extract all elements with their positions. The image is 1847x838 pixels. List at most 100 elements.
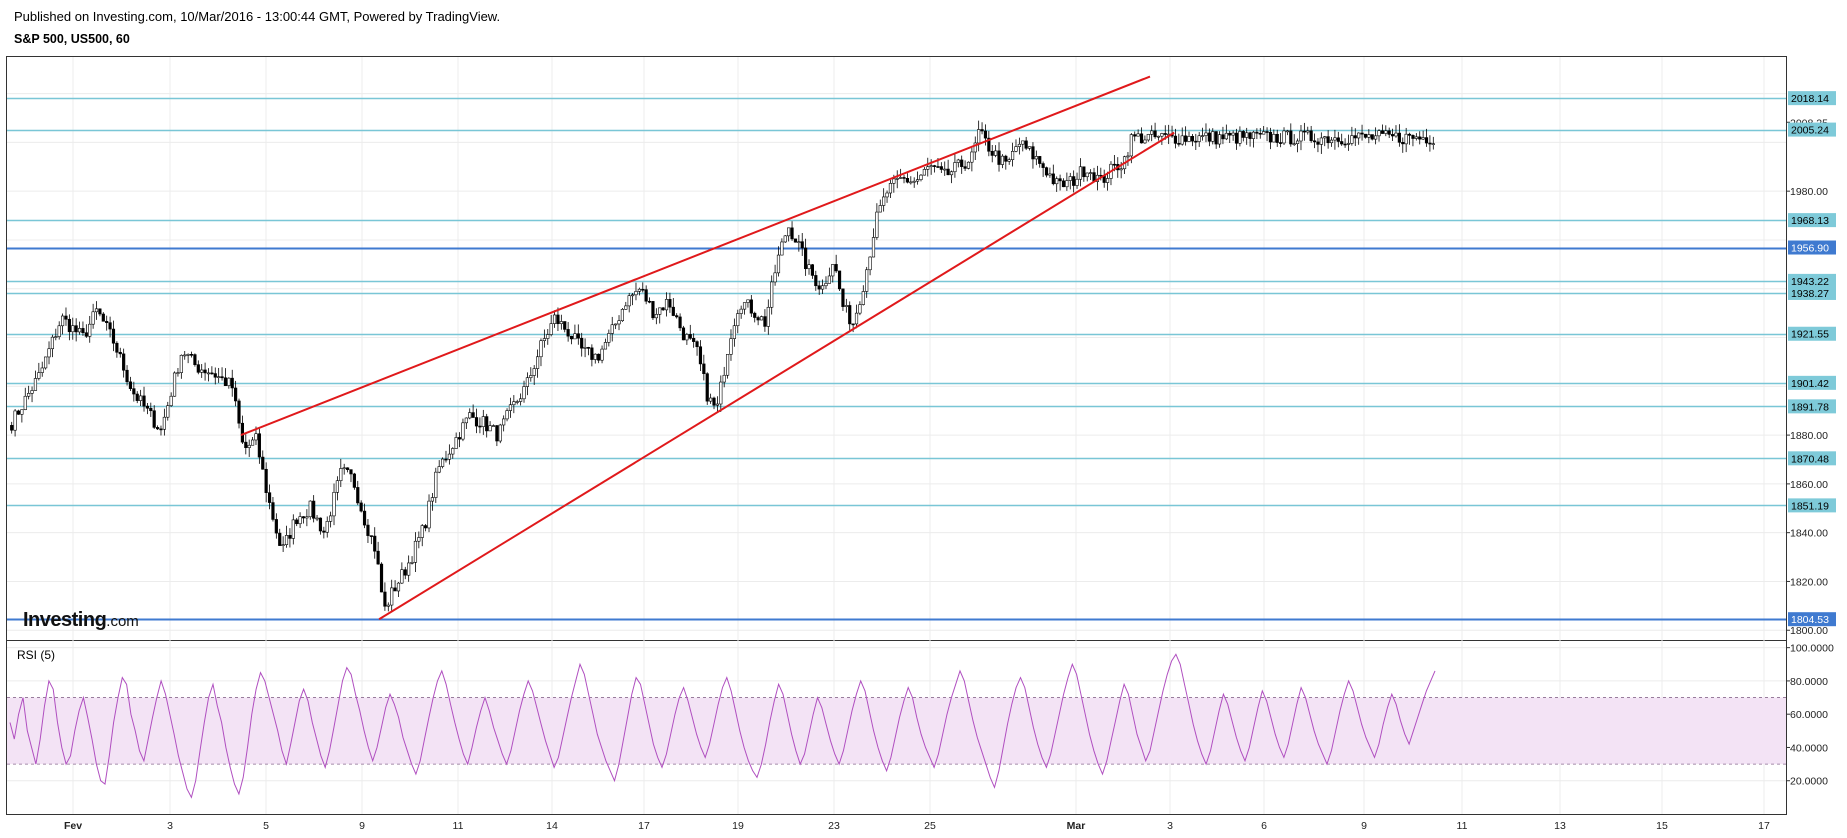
y-axis-ticks: 2008.251980.001880.001860.001840.001820.…	[1786, 117, 1828, 637]
candle	[817, 280, 821, 295]
candle	[295, 517, 299, 527]
candle	[84, 324, 88, 338]
candle	[1014, 139, 1018, 153]
x-tick-label: 9	[359, 820, 365, 832]
candle	[139, 389, 143, 407]
candle	[641, 282, 645, 293]
candle	[563, 321, 567, 333]
candle	[474, 408, 479, 434]
rsi-axis-ticks: 100.0000 80.0000 60.0000 40.0000 20.0000	[1786, 643, 1834, 788]
candle	[895, 170, 899, 189]
candle	[54, 328, 58, 341]
candle	[471, 404, 475, 418]
candle	[1092, 167, 1096, 182]
candle	[234, 380, 238, 407]
svg-text:2005.24: 2005.24	[1791, 125, 1829, 137]
candle	[271, 497, 275, 522]
candle	[437, 460, 441, 474]
svg-text:1804.53: 1804.53	[1791, 614, 1829, 626]
candle	[206, 368, 211, 382]
published-note: Published on Investing.com, 10/Mar/2016 …	[14, 9, 501, 24]
candle	[1404, 127, 1408, 153]
candle	[393, 580, 397, 592]
candle	[797, 234, 801, 252]
candle	[291, 514, 295, 545]
candle	[1041, 161, 1045, 177]
candle	[994, 145, 998, 158]
candle	[766, 299, 770, 335]
candle	[1401, 137, 1405, 153]
candle	[305, 509, 309, 527]
y-tick-label: 1840.00	[1790, 528, 1828, 540]
svg-text:1921.55: 1921.55	[1791, 329, 1829, 341]
svg-text:1943.22: 1943.22	[1791, 276, 1829, 288]
candle	[671, 298, 675, 317]
svg-text:1891.78: 1891.78	[1791, 401, 1829, 413]
x-tick-label: 5	[263, 820, 269, 832]
symbol-title: S&P 500, US500, 60	[14, 32, 130, 46]
candle	[451, 447, 455, 459]
candle	[200, 364, 204, 378]
candle	[1380, 124, 1385, 134]
candle	[13, 408, 17, 437]
candle	[64, 307, 68, 326]
candle	[1190, 134, 1195, 147]
candle	[105, 315, 109, 331]
candle	[230, 369, 234, 397]
candle	[1173, 128, 1178, 149]
candle	[478, 417, 482, 434]
candle	[502, 415, 506, 432]
candle	[624, 301, 628, 310]
candle	[539, 338, 543, 367]
candle	[692, 333, 696, 348]
candle	[854, 304, 859, 329]
candle	[1089, 169, 1093, 181]
candle	[1106, 171, 1110, 191]
x-tick-label: 6	[1261, 820, 1267, 832]
candle	[485, 413, 489, 438]
x-tick-label: Fev	[64, 820, 82, 832]
candle	[837, 270, 842, 291]
candle	[1411, 134, 1415, 147]
candle	[858, 301, 862, 316]
candle	[1150, 125, 1154, 142]
candle	[590, 344, 594, 367]
candle	[702, 354, 706, 381]
trend-line-lower	[378, 131, 1175, 621]
y-tick-label: 1980.00	[1790, 186, 1828, 198]
candle	[1367, 129, 1371, 144]
candle	[1177, 133, 1181, 147]
candle	[1007, 157, 1011, 165]
candle	[1217, 131, 1222, 148]
candle	[705, 372, 709, 405]
candle	[430, 493, 435, 511]
candle	[427, 494, 431, 533]
candle	[522, 380, 526, 403]
candle	[1038, 156, 1042, 168]
candle	[681, 325, 686, 341]
candle	[491, 424, 496, 427]
candle	[301, 516, 306, 524]
rsi-title: RSI (5)	[17, 648, 56, 662]
y-tick-label: 1820.00	[1790, 576, 1828, 588]
candle	[1377, 129, 1381, 142]
candle	[909, 176, 913, 185]
candle	[1170, 125, 1174, 138]
candle	[1241, 130, 1245, 142]
trend-line-upper	[240, 75, 1151, 437]
candle	[535, 349, 540, 378]
candle	[115, 341, 119, 358]
candle	[447, 444, 451, 465]
rsi-line	[9, 653, 1436, 799]
candle	[871, 228, 876, 258]
candle	[118, 347, 122, 358]
level-label: 2005.24	[1788, 122, 1836, 137]
candle	[1302, 122, 1306, 141]
candle	[773, 264, 777, 286]
candle	[1231, 130, 1235, 141]
candle	[980, 122, 984, 135]
candle	[953, 154, 957, 178]
candle	[424, 524, 428, 532]
candle	[1360, 124, 1364, 141]
candle	[963, 160, 967, 171]
